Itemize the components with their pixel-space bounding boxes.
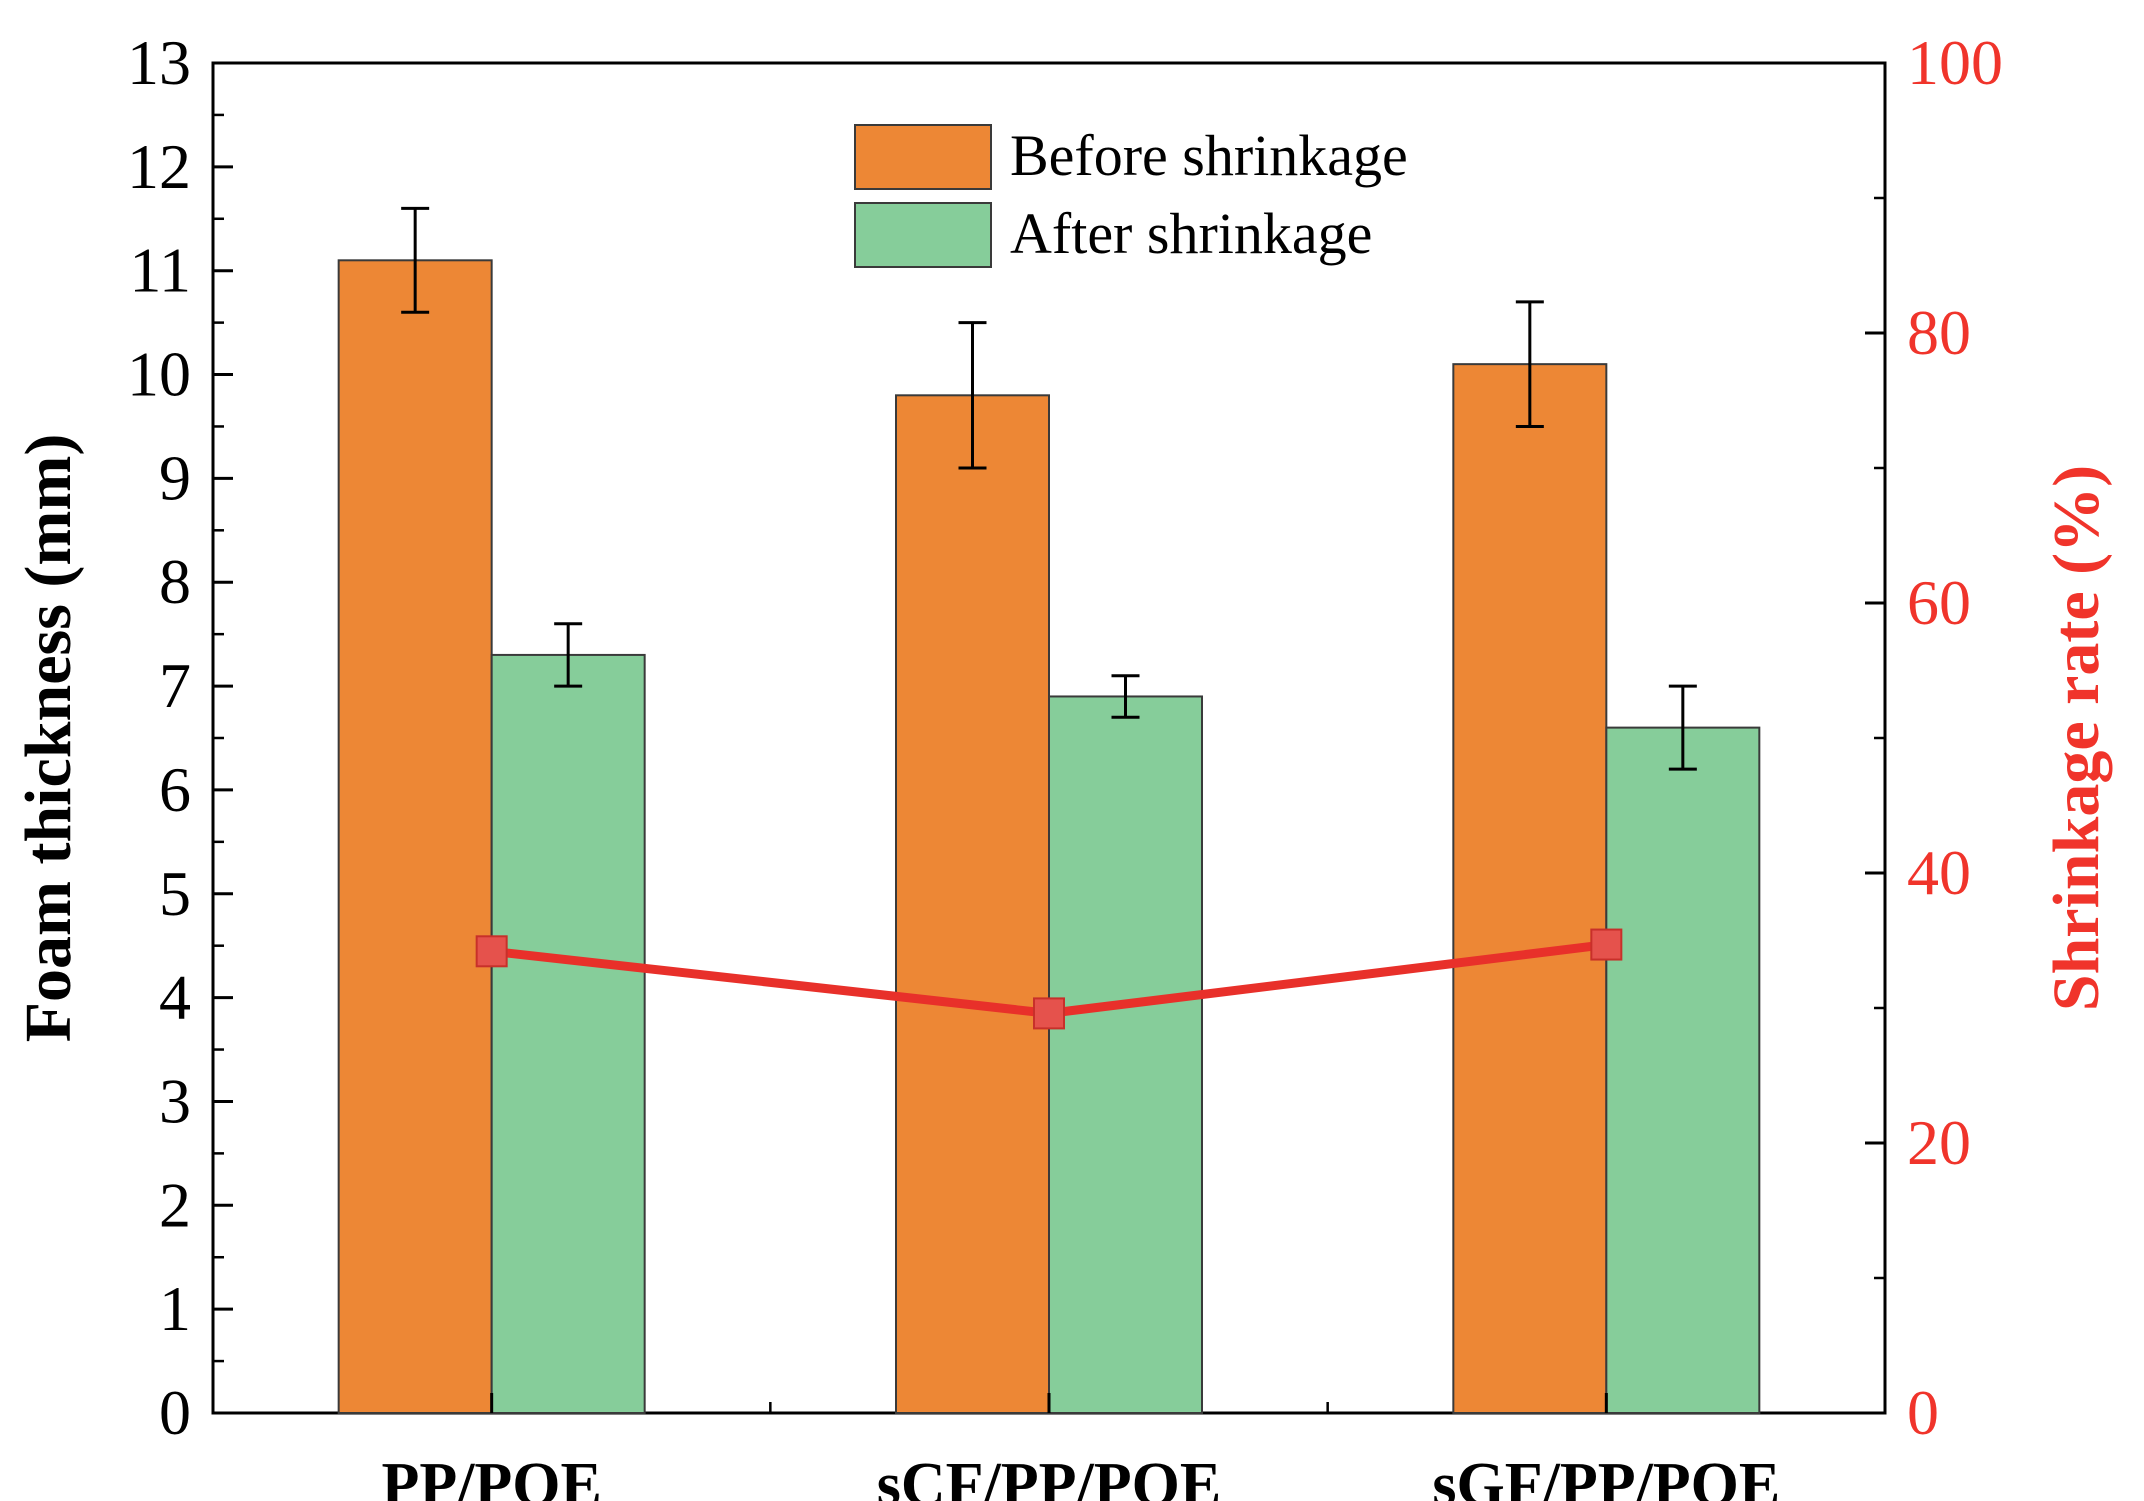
y-tick-label-right: 60 <box>1907 567 1971 638</box>
x-tick-label: sGF/PP/POE <box>1432 1451 1780 1501</box>
y-axis-title-right: Shrinkage rate (%) <box>2040 465 2113 1011</box>
bar-before-shrinkage <box>1452 363 1608 1415</box>
bar-after-shrinkage <box>1048 695 1203 1414</box>
bars-group <box>337 259 1761 1415</box>
y-tick-label-left: 2 <box>159 1169 191 1240</box>
legend-label: After shrinkage <box>1010 201 1372 266</box>
y-tick-label-left: 8 <box>159 546 191 617</box>
y-tick-label-left: 3 <box>159 1065 191 1136</box>
x-axis: PP/POE sCF/PP/POE sGF/PP/POE <box>381 1393 1780 1501</box>
y-tick-label-left: 10 <box>127 339 191 410</box>
y-tick-label-right: 80 <box>1907 297 1971 368</box>
y-tick-label-left: 4 <box>159 962 191 1033</box>
bar-before-shrinkage <box>337 259 493 1414</box>
legend-label: Before shrinkage <box>1010 123 1408 188</box>
x-tick-label: PP/POE <box>381 1451 601 1501</box>
legend: Before shrinkage After shrinkage <box>854 123 1408 268</box>
y-tick-label-right: 40 <box>1907 837 1971 908</box>
y-tick-label-left: 1 <box>159 1273 191 1344</box>
bar-after-shrinkage <box>490 653 646 1414</box>
shrinkage-rate-marker <box>475 935 508 968</box>
error-bars-group <box>401 206 1697 771</box>
y-axis-title-left: Foam thickness (mm) <box>12 434 85 1043</box>
y-tick-label-left: 12 <box>127 131 191 202</box>
y-tick-label-left: 9 <box>159 442 191 513</box>
legend-swatch <box>854 124 992 190</box>
shrinkage-rate-marker <box>1033 997 1065 1030</box>
x-tick-label: sCF/PP/POE <box>877 1451 1221 1501</box>
y-tick-label-right: 100 <box>1907 27 2003 98</box>
y-tick-label-left: 5 <box>159 858 191 929</box>
legend-swatch <box>854 202 992 268</box>
shrinkage-rate-line-group <box>475 928 1623 1030</box>
y-tick-label-left: 6 <box>159 754 191 825</box>
y-tick-label-left: 13 <box>127 27 191 98</box>
shrinkage-rate-marker <box>1590 928 1623 961</box>
y-tick-label-right: 0 <box>1907 1377 1939 1448</box>
y-tick-label-left: 0 <box>159 1377 191 1448</box>
bar-before-shrinkage <box>895 394 1050 1414</box>
y-tick-label-left: 11 <box>129 235 191 306</box>
bar-after-shrinkage <box>1605 726 1761 1414</box>
right-axis: 0 20 40 60 80 100 <box>1865 27 2003 1448</box>
y-tick-label-right: 20 <box>1907 1107 1971 1178</box>
y-tick-label-left: 7 <box>159 650 191 721</box>
